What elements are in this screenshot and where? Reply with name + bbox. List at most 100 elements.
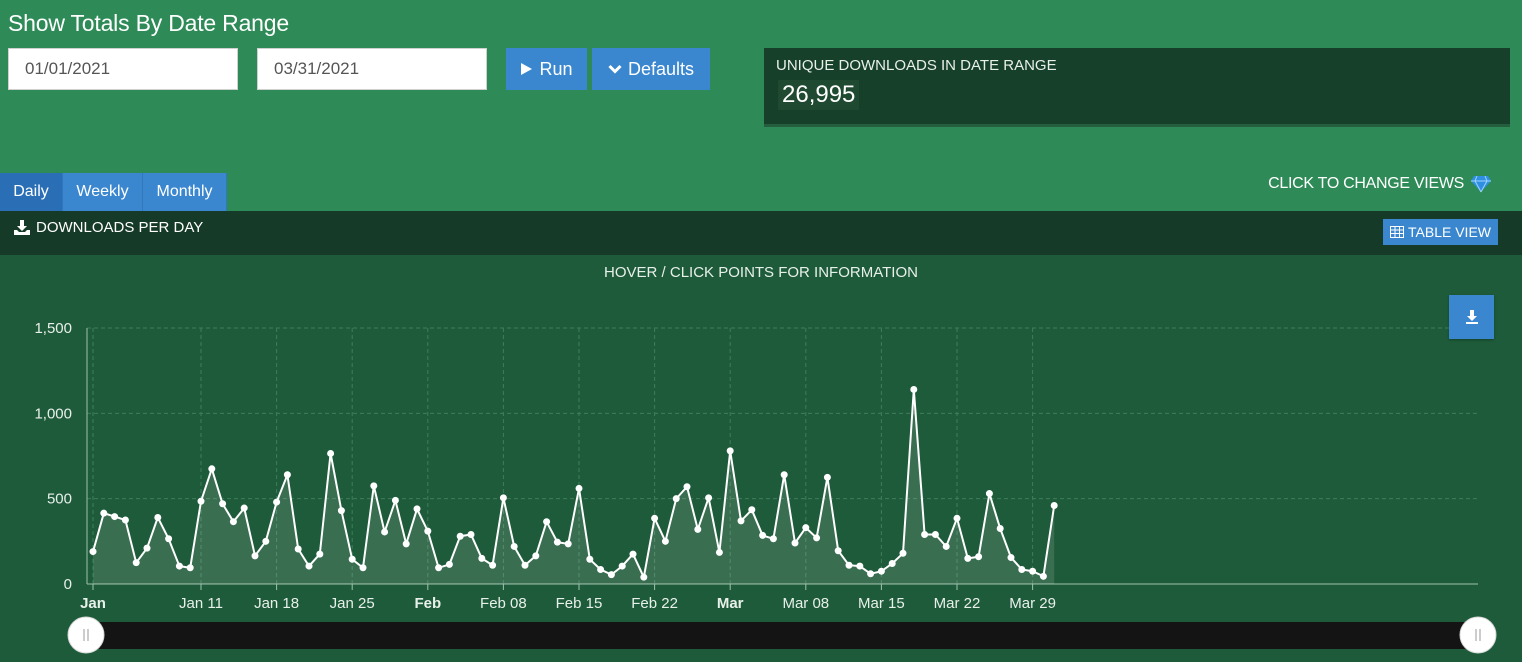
data-point (219, 500, 227, 508)
defaults-button[interactable]: Defaults (592, 48, 710, 90)
x-tick-label: Jan (80, 595, 106, 612)
data-point (899, 549, 907, 557)
data-point (283, 471, 291, 479)
data-point (996, 525, 1004, 533)
panel-title: DOWNLOADS PER DAY (14, 219, 203, 236)
data-point (499, 494, 507, 502)
page-title: Show Totals By Date Range (8, 10, 289, 36)
change-views-hint: CLICK TO CHANGE VIEWS (1268, 175, 1492, 193)
y-tick-label: 500 (47, 491, 72, 508)
data-point (921, 531, 929, 539)
data-point (197, 497, 205, 505)
y-tick-label: 1,000 (34, 405, 72, 422)
data-point (705, 494, 713, 502)
data-point (856, 562, 864, 570)
chevron-down-icon (608, 64, 622, 74)
data-point (834, 547, 842, 555)
data-point (467, 531, 475, 539)
data-point (575, 484, 583, 492)
data-point (888, 560, 896, 568)
data-point (640, 573, 648, 581)
data-point (445, 560, 453, 568)
data-point (413, 505, 421, 513)
table-icon (1390, 226, 1405, 238)
chart-hint: HOVER / CLICK POINTS FOR INFORMATION (604, 264, 918, 281)
data-point (629, 550, 637, 558)
x-tick-label: Mar (717, 595, 744, 612)
data-point (186, 564, 194, 572)
data-point (877, 567, 885, 575)
y-tick-label: 0 (64, 576, 72, 593)
data-point (273, 498, 281, 506)
data-point (672, 495, 680, 503)
data-point (931, 531, 939, 539)
start-date-input[interactable] (8, 48, 238, 90)
data-point (683, 483, 691, 491)
data-point (532, 552, 540, 560)
download-icon (14, 220, 30, 235)
data-point (769, 535, 777, 543)
data-point (845, 561, 853, 569)
data-point (121, 516, 129, 524)
data-point (553, 538, 561, 546)
data-point (165, 535, 173, 543)
data-point (251, 552, 259, 560)
panel-title-label: DOWNLOADS PER DAY (36, 219, 204, 236)
tab-daily[interactable]: Daily (0, 173, 63, 211)
data-point (910, 385, 918, 393)
data-point (813, 534, 821, 542)
x-tick-label: Feb 15 (556, 595, 603, 612)
data-point (607, 571, 615, 579)
table-view-label: TABLE VIEW (1408, 224, 1491, 240)
data-point (143, 544, 151, 552)
data-point (402, 540, 410, 548)
data-point (132, 559, 140, 567)
range-handle-right[interactable] (1459, 616, 1497, 654)
x-tick-label: Mar 08 (782, 595, 829, 612)
gem-icon (1471, 175, 1491, 193)
data-point (780, 471, 788, 479)
chart-export-button[interactable] (1449, 295, 1494, 339)
table-view-button[interactable]: TABLE VIEW (1383, 219, 1498, 245)
data-point (618, 562, 626, 570)
data-point (759, 531, 767, 539)
x-tick-label: Jan 11 (179, 595, 223, 612)
data-point (661, 537, 669, 545)
data-point (823, 473, 831, 481)
data-point (737, 517, 745, 525)
downloads-chart[interactable]: 0 500 1,000 1,500 Jan Jan 11 Jan 18 Jan 25 Feb Fe… (0, 255, 1522, 662)
data-point (359, 564, 367, 572)
data-point (111, 513, 119, 521)
data-point (1007, 554, 1015, 562)
data-point (305, 562, 313, 570)
data-point (543, 518, 551, 526)
tab-weekly[interactable]: Weekly (63, 173, 143, 211)
data-point (726, 447, 734, 455)
data-point (510, 542, 518, 550)
range-navigator (85, 622, 1480, 649)
x-tick-label: Feb 08 (480, 595, 527, 612)
data-point (154, 513, 162, 521)
view-tabs: Daily Weekly Monthly (0, 173, 227, 211)
data-point (348, 555, 356, 563)
tab-monthly[interactable]: Monthly (143, 173, 227, 211)
data-point (370, 482, 378, 490)
data-point (456, 532, 464, 540)
data-point (748, 506, 756, 514)
data-point (240, 504, 248, 512)
run-button[interactable]: Run (506, 48, 587, 90)
x-tick-label: Feb (414, 595, 441, 612)
data-point (337, 507, 345, 515)
data-point (791, 539, 799, 547)
stat-value: 26,995 (778, 80, 860, 110)
download-icon (1465, 310, 1478, 324)
data-point (651, 514, 659, 522)
x-tick-label: Mar 29 (1009, 595, 1056, 612)
data-point (867, 570, 875, 578)
stat-label: UNIQUE DOWNLOADS IN DATE RANGE (776, 57, 1057, 74)
y-tick-label: 1,500 (34, 320, 72, 337)
x-tick-label: Jan 18 (254, 595, 299, 612)
data-point (316, 550, 324, 558)
range-handle-left[interactable] (67, 616, 105, 654)
end-date-input[interactable] (257, 48, 487, 90)
